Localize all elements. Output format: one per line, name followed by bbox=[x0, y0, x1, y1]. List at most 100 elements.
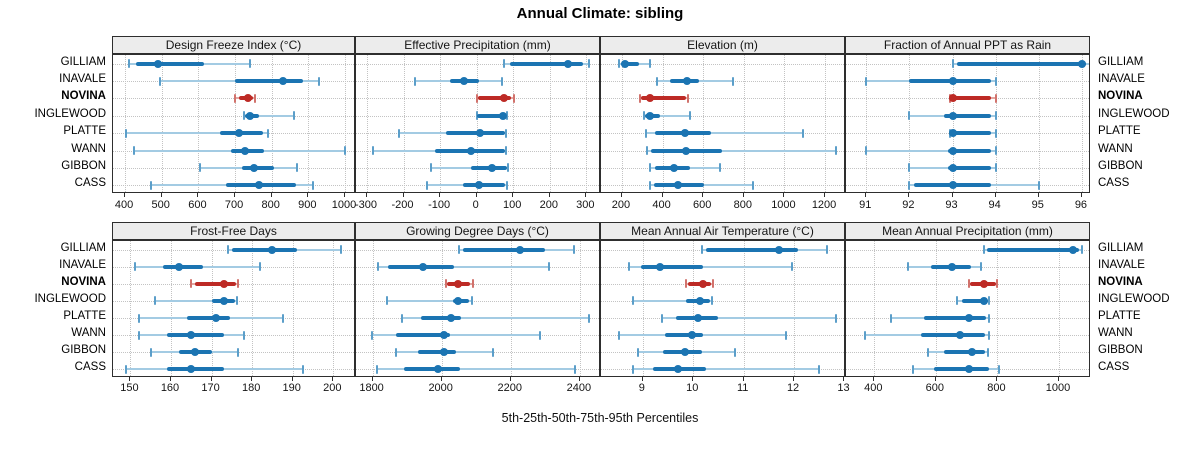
interquartile-bar bbox=[445, 131, 505, 136]
median-dot bbox=[680, 348, 689, 357]
median-dot bbox=[219, 279, 228, 288]
percentile-whisker bbox=[154, 299, 238, 302]
median-dot bbox=[191, 348, 200, 357]
axis-tick-mark bbox=[1080, 193, 1082, 197]
site-label-right: PLATTE bbox=[1098, 310, 1141, 323]
axis-tick-label: 100 bbox=[503, 199, 522, 211]
panel-strip-title: Effective Precipitation (mm) bbox=[355, 36, 600, 54]
site-label-left: INGLEWOOD bbox=[34, 292, 106, 305]
site-label-right: INAVALE bbox=[1098, 73, 1145, 86]
axis-tick-label: 2400 bbox=[566, 382, 592, 394]
site-label-right: WANN bbox=[1098, 327, 1133, 340]
axis-tick-label: 200 bbox=[323, 382, 342, 394]
interquartile-bar bbox=[641, 264, 704, 269]
whisker-cap-p5 bbox=[158, 76, 161, 86]
grid-line-vertical bbox=[874, 241, 876, 376]
grid-line-vertical bbox=[252, 241, 254, 376]
axis-tick-label: 400 bbox=[652, 199, 671, 211]
grid-line-vertical bbox=[1081, 55, 1083, 192]
median-dot bbox=[268, 245, 277, 254]
whisker-cap-p95 bbox=[994, 146, 997, 156]
whisker-cap-p5 bbox=[656, 76, 659, 86]
whisker-cap-p5 bbox=[645, 128, 648, 138]
whisker-cap-p95 bbox=[573, 245, 576, 255]
whisker-cap-p95 bbox=[994, 76, 997, 86]
whisker-cap-p95 bbox=[987, 347, 990, 357]
whisker-cap-p5 bbox=[457, 245, 460, 255]
grid-line-vertical bbox=[333, 241, 335, 376]
whisker-cap-p5 bbox=[133, 146, 136, 156]
axis-tick-mark bbox=[1057, 377, 1059, 381]
whisker-cap-p95 bbox=[1081, 245, 1084, 255]
grid-line-vertical bbox=[125, 55, 127, 192]
axis-tick-mark bbox=[344, 193, 345, 197]
whisker-cap-p95 bbox=[994, 128, 997, 138]
grid-line-vertical bbox=[825, 55, 827, 192]
whisker-cap-p95 bbox=[491, 347, 494, 357]
percentile-whisker bbox=[371, 334, 541, 337]
median-dot bbox=[499, 111, 508, 120]
whisker-cap-p95 bbox=[988, 313, 991, 323]
site-label-right: INGLEWOOD bbox=[1098, 107, 1170, 120]
grid-line-horizontal bbox=[846, 249, 1089, 251]
whisker-cap-p5 bbox=[395, 347, 398, 357]
percentile-whisker bbox=[402, 317, 589, 320]
interquartile-bar bbox=[509, 61, 583, 66]
median-dot bbox=[499, 94, 508, 103]
site-label-left: GIBBON bbox=[61, 344, 106, 357]
axis-tick-label: 91 bbox=[859, 199, 872, 211]
site-label-right: NOVINA bbox=[1098, 90, 1143, 103]
percentile-whisker bbox=[632, 299, 712, 302]
whisker-cap-p5 bbox=[190, 279, 193, 289]
axis-tick-mark bbox=[824, 193, 826, 197]
whisker-cap-p5 bbox=[649, 163, 652, 173]
axis-tick-mark bbox=[210, 377, 212, 381]
axis-tick-label: 400 bbox=[864, 382, 883, 394]
whisker-cap-p5 bbox=[646, 146, 649, 156]
axis-tick-mark bbox=[291, 377, 293, 381]
whisker-cap-p95 bbox=[236, 347, 239, 357]
median-dot bbox=[688, 331, 697, 340]
whisker-cap-p5 bbox=[908, 180, 911, 190]
grid-line-vertical bbox=[579, 241, 581, 376]
grid-line-horizontal bbox=[601, 98, 844, 100]
x-axis-caption: 5th-25th-50th-75th-95th Percentiles bbox=[501, 411, 699, 425]
axis-tick-mark bbox=[934, 377, 936, 381]
axis-tick-mark bbox=[742, 193, 744, 197]
median-dot bbox=[433, 365, 442, 374]
whisker-cap-p5 bbox=[907, 262, 910, 272]
grid-line-vertical bbox=[440, 55, 442, 192]
whisker-cap-p5 bbox=[133, 262, 136, 272]
median-dot bbox=[440, 331, 449, 340]
interquartile-bar bbox=[195, 281, 236, 286]
whisker-cap-p95 bbox=[987, 296, 990, 306]
axis-tick-label: 800 bbox=[987, 382, 1006, 394]
axis-tick-label: 95 bbox=[1031, 199, 1044, 211]
site-label-left: PLATTE bbox=[63, 310, 106, 323]
interquartile-bar bbox=[396, 333, 451, 338]
grid-line-horizontal bbox=[601, 283, 844, 285]
interquartile-bar bbox=[404, 367, 460, 372]
median-dot bbox=[243, 94, 252, 103]
grid-line-vertical bbox=[662, 55, 664, 192]
axis-tick-label: 13 bbox=[837, 382, 850, 394]
whisker-cap-p95 bbox=[539, 330, 542, 340]
whisker-cap-p95 bbox=[344, 146, 346, 156]
axis-tick-label: 170 bbox=[201, 382, 220, 394]
median-dot bbox=[418, 262, 427, 271]
axis-tick-label: 1200 bbox=[811, 199, 837, 211]
axis-tick-mark bbox=[439, 193, 441, 197]
percentile-whisker bbox=[644, 114, 690, 117]
median-dot bbox=[964, 314, 973, 323]
median-dot bbox=[278, 77, 287, 86]
whisker-cap-p5 bbox=[234, 93, 237, 103]
whisker-cap-p5 bbox=[242, 111, 245, 121]
panel-plot-area bbox=[112, 240, 355, 377]
whisker-cap-p95 bbox=[259, 262, 262, 272]
panel-plot-area bbox=[845, 240, 1090, 377]
axis-tick-label: 10 bbox=[686, 382, 699, 394]
axis-tick-label: 150 bbox=[120, 382, 139, 394]
site-label-left: WANN bbox=[71, 327, 106, 340]
site-label-right: GIBBON bbox=[1098, 159, 1143, 172]
